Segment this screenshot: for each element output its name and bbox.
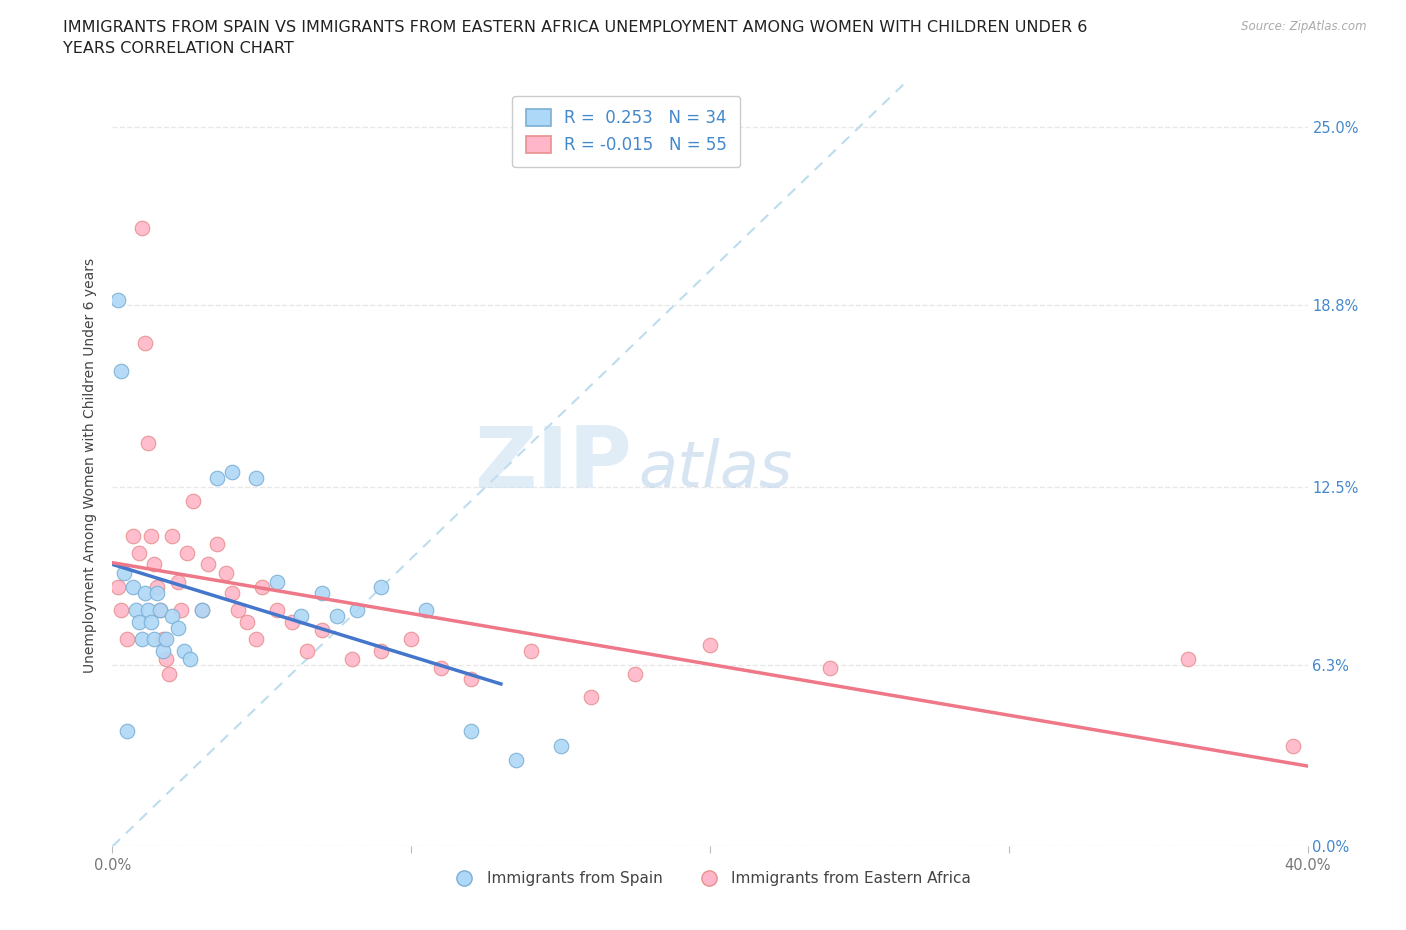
Point [624,666,647,681]
Point [134,335,156,350]
Point [157,666,180,681]
Point [143,631,166,646]
Text: YEARS CORRELATION CHART: YEARS CORRELATION CHART [63,41,294,56]
Point [290,608,312,623]
Point [550,738,572,753]
Point [245,631,267,646]
Point [215,565,238,580]
Point [226,603,249,618]
Point [221,465,243,480]
Point [579,689,602,704]
Point [191,603,214,618]
Point [370,644,392,658]
Point [205,537,228,551]
Point [401,631,423,646]
Point [191,603,214,618]
Point [173,644,195,658]
Point [110,364,132,379]
Point [141,528,163,543]
Point [520,644,543,658]
Point [181,494,204,509]
Point [699,637,721,652]
Point [122,580,145,595]
Point [117,631,139,646]
Point [311,623,333,638]
Point [221,586,243,601]
Point [311,586,333,601]
Point [430,660,453,675]
Point [117,724,139,738]
Point [266,603,288,618]
Point [155,652,177,667]
Point [114,565,135,580]
Point [281,615,304,630]
Point [146,580,169,595]
Text: atlas: atlas [638,438,793,499]
Point [138,603,160,618]
Point [197,557,219,572]
Point [167,574,190,589]
Point [236,615,259,630]
Point [176,545,198,560]
Point [325,608,347,623]
Point [138,436,160,451]
Point [128,615,150,630]
Point [122,528,145,543]
Point [149,603,172,618]
Point [370,580,392,595]
Legend: Immigrants from Spain, Immigrants from Eastern Africa: Immigrants from Spain, Immigrants from E… [443,865,977,892]
Point [179,652,201,667]
Point [146,586,169,601]
Point [340,652,363,667]
Point [141,615,163,630]
Point [170,603,193,618]
Point [125,603,148,618]
Point [167,620,190,635]
Point [1281,738,1303,753]
Text: ZIP: ZIP [475,423,633,507]
Point [1177,652,1199,667]
Point [143,557,166,572]
Point [152,631,174,646]
Text: IMMIGRANTS FROM SPAIN VS IMMIGRANTS FROM EASTERN AFRICA UNEMPLOYMENT AMONG WOMEN: IMMIGRANTS FROM SPAIN VS IMMIGRANTS FROM… [63,20,1088,35]
Point [415,603,437,618]
Point [245,471,267,485]
Point [131,220,153,235]
Point [266,574,288,589]
Text: Source: ZipAtlas.com: Source: ZipAtlas.com [1241,20,1367,33]
Point [107,580,129,595]
Point [149,603,172,618]
Point [107,292,129,307]
Point [155,631,177,646]
Point [505,752,527,767]
Point [110,603,132,618]
Point [152,644,174,658]
Point [460,672,482,687]
Point [250,580,273,595]
Point [346,603,368,618]
Point [460,724,482,738]
Point [205,471,228,485]
Point [162,528,183,543]
Point [131,631,153,646]
Y-axis label: Unemployment Among Women with Children Under 6 years: Unemployment Among Women with Children U… [83,258,97,672]
Point [818,660,841,675]
Point [128,545,150,560]
Point [295,644,318,658]
Point [162,608,183,623]
Point [134,586,156,601]
